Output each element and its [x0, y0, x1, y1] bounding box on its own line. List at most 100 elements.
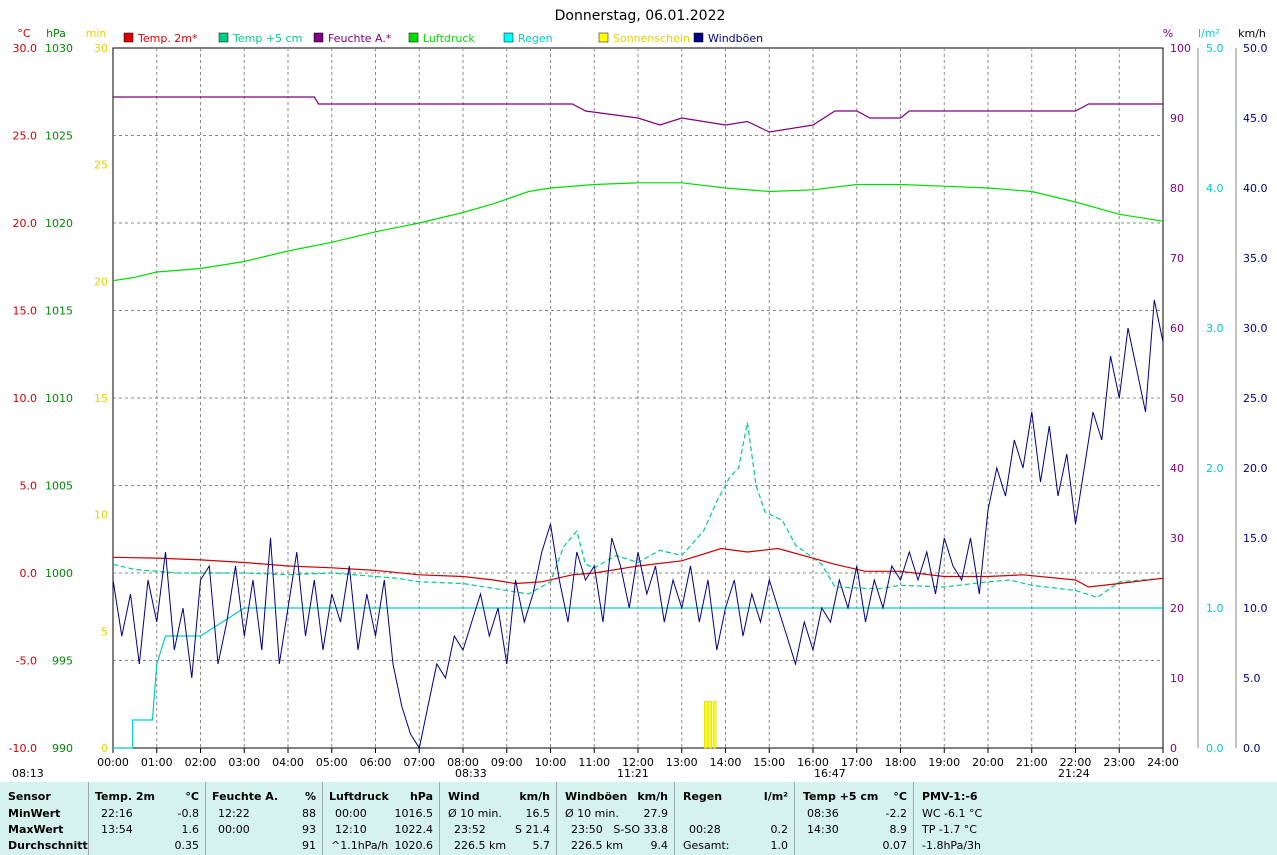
unit-gusts: km/h	[637, 790, 668, 803]
row-label-max: MaxWert	[8, 823, 64, 836]
temp5cm-max-time: 14:30	[807, 823, 839, 836]
x-tick-label: 18:00	[885, 756, 917, 769]
sun-tick-label: 15	[94, 392, 108, 405]
humidity-tick-label: 30	[1170, 532, 1184, 545]
wind-max-time: 23:52	[454, 823, 486, 836]
x-tick-label: 19:00	[928, 756, 960, 769]
x-tick-label: 08:00	[447, 756, 479, 769]
temp-tick-label: -10.0	[9, 742, 37, 755]
stats-header-humidity: Feuchte A.	[212, 790, 279, 803]
gusts-min-label: Ø 10 min.	[565, 807, 619, 820]
sun-tick-label: 30	[94, 42, 108, 55]
temp5cm-max-value: 8.9	[889, 823, 908, 836]
wind-tick-label: 20.0	[1243, 462, 1268, 475]
x-tick-label: 00:00	[97, 756, 129, 769]
stats-col-humidity: Feuchte A. % 12:22 88 00:00 93 91	[206, 782, 323, 855]
stats-header-rain: Regen	[683, 790, 723, 803]
x-tick-label: 15:00	[753, 756, 785, 769]
rain-total-value: 1.0	[770, 839, 789, 852]
legend-swatch	[408, 32, 419, 43]
x-axis: 00:00 01:00 02:00 03:00 04:00 05:00 06:00 07:00…	[97, 748, 1179, 769]
stats-header-sensor: Sensor	[8, 790, 51, 803]
temp-tick-label: 25.0	[13, 130, 38, 143]
sun-unit: min	[86, 27, 107, 40]
marker-label-2: 11:21	[617, 767, 649, 780]
temp5cm-avg-value: 0.07	[882, 839, 908, 852]
left-axes: 30.025.020.015.010.05.00.0-5.0-10.010301…	[9, 42, 108, 755]
temp-tick-label: -5.0	[16, 655, 37, 668]
x-tick-label: 20:00	[972, 756, 1004, 769]
x-tick-label: 11:00	[578, 756, 610, 769]
marker-label-0: 08:13	[12, 767, 44, 780]
sunshine-bar-1	[708, 701, 712, 749]
chart-title: Donnerstag, 06.01.2022	[555, 8, 726, 24]
wind-min-value: 16.5	[525, 807, 551, 820]
sunshine-bar-0	[704, 701, 708, 749]
pressure-tick-label: 1030	[45, 42, 73, 55]
wind-unit: km/h	[1238, 27, 1266, 40]
temp-tick-label: 5.0	[20, 480, 38, 493]
humidity-min-value: 88	[302, 807, 316, 820]
series-humidity	[113, 96, 1163, 133]
legend-swatch	[598, 32, 609, 43]
wind-tick-label: 0.0	[1243, 742, 1261, 755]
x-tick-label: 06:00	[360, 756, 392, 769]
temp2m-min-time: 22:16	[101, 807, 133, 820]
wind-tick-label: 45.0	[1243, 112, 1268, 125]
stats-header-temp5cm: Temp +5 cm	[803, 790, 879, 803]
x-tick-label: 22:00	[1060, 756, 1092, 769]
legend-swatch	[693, 32, 704, 43]
sunshine-bar-2	[712, 701, 717, 749]
stats-table: Sensor MinWert MaxWert Durchschnitt Temp…	[0, 782, 1277, 855]
wind-tick-label: 5.0	[1243, 672, 1261, 685]
sun-tick-label: 0	[101, 742, 108, 755]
stats-header-gusts: Windböen	[565, 790, 628, 803]
series-temp5cm	[112, 422, 1164, 599]
series-layer	[112, 96, 1164, 750]
pressure-min-value: 1016.5	[394, 807, 434, 820]
humidity-max-time: 00:00	[218, 823, 250, 836]
wind-tick-label: 50.0	[1243, 42, 1268, 55]
x-tick-label: 23:00	[1103, 756, 1135, 769]
x-tick-label: 03:00	[228, 756, 260, 769]
humidity-tick-label: 100	[1170, 42, 1191, 55]
pressure-min-time: 00:00	[335, 807, 367, 820]
x-tick-label: 24:00	[1147, 756, 1179, 769]
pressure-tick-label: 1000	[45, 567, 73, 580]
legend-label: Temp +5 cm	[232, 32, 302, 45]
rain-tick-label: 2.0	[1206, 462, 1224, 475]
humidity-unit: %	[1163, 27, 1173, 40]
sun-tick-label: 20	[94, 275, 108, 288]
temp-tick-label: 20.0	[13, 217, 38, 230]
stats-col-temp5cm: Temp +5 cm °C 08:36 -2.2 14:30 8.9 0.07	[795, 782, 914, 855]
humidity-max-value: 93	[302, 823, 316, 836]
temp2m-min-value: -0.8	[177, 807, 199, 820]
gusts-min-value: 27.9	[643, 807, 669, 820]
legend-swatch	[313, 32, 324, 43]
stats-header-pressure: Luftdruck	[329, 790, 389, 803]
stats-col-sensor: Sensor MinWert MaxWert Durchschnitt	[0, 782, 89, 855]
stats-col-gusts: Windböen km/h Ø 10 min. 27.9 23:50 S-SO …	[557, 782, 675, 855]
pressure-tick-label: 990	[52, 742, 73, 755]
unit-temp5cm: °C	[893, 790, 907, 803]
rain-max-time: 00:28	[689, 823, 721, 836]
temp2m-avg-value: 0.35	[174, 839, 200, 852]
pressure-max-value: 1022.4	[394, 823, 434, 836]
wind-tick-label: 40.0	[1243, 182, 1268, 195]
x-tick-label: 10:00	[535, 756, 567, 769]
temp2m-max-value: 1.6	[181, 823, 200, 836]
pressure-avg-value: 1020.6	[394, 839, 434, 852]
stats-col-pmv: PMV-1:-6 WC -6.1 °C TP -1.7 °C -1.8hPa/3…	[914, 782, 1276, 855]
temp-tick-label: 10.0	[13, 392, 38, 405]
wind-tick-label: 25.0	[1243, 392, 1268, 405]
pmv-pressure-trend: -1.8hPa/3h	[922, 839, 981, 852]
right-axes: 10090807060504030201005.04.03.02.01.00.0…	[1170, 42, 1268, 755]
x-tick-label: 17:00	[841, 756, 873, 769]
x-tick-label: 13:00	[666, 756, 698, 769]
legend-label: Regen	[518, 32, 553, 45]
x-tick-label: 12:00	[622, 756, 654, 769]
unit-wind: km/h	[519, 790, 550, 803]
marker-label-4: 21:24	[1058, 767, 1090, 780]
humidity-tick-label: 90	[1170, 112, 1184, 125]
legend-label: Luftdruck	[423, 32, 475, 45]
